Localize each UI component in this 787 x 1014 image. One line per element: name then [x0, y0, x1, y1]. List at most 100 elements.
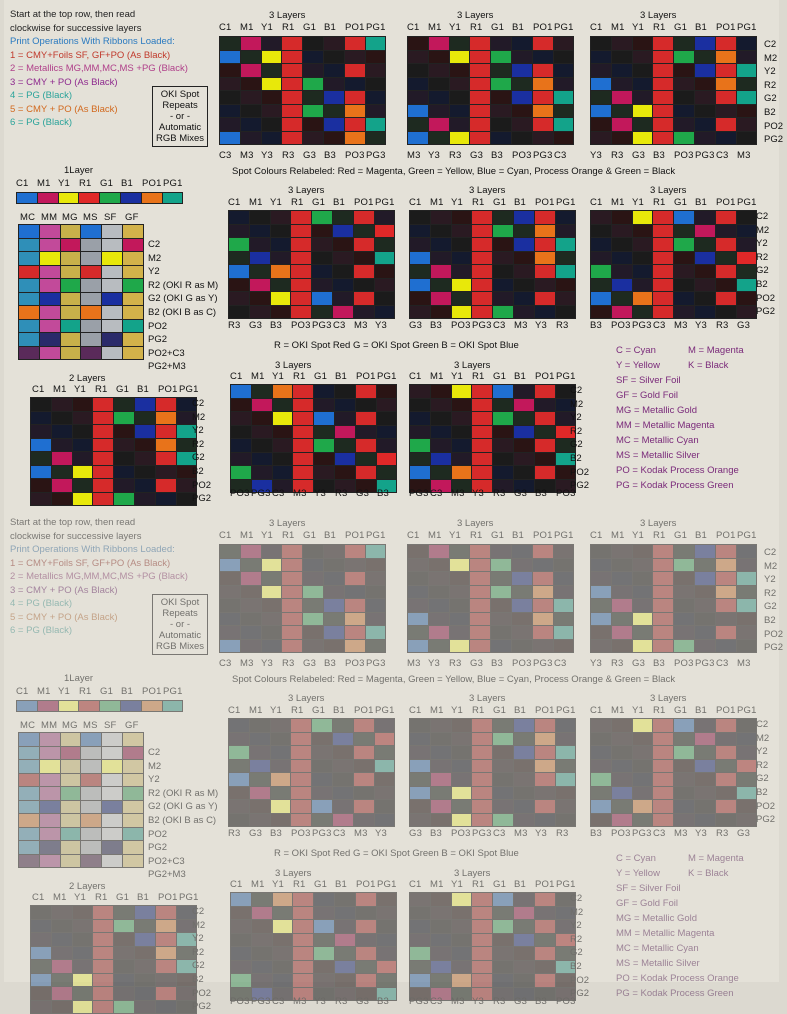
grid-cell: [555, 933, 576, 946]
layer-grid: [228, 210, 396, 319]
grid-cell: [611, 305, 632, 318]
grid-cell: [374, 800, 395, 813]
grid-cell: [674, 746, 694, 759]
grid-cell: [251, 439, 272, 452]
grid-cell: [155, 398, 176, 411]
grid-cell: [102, 279, 122, 292]
intro-text: Start at the top row, then read clockwise…: [10, 8, 188, 130]
grid-cell: [261, 77, 282, 90]
grid-cell: [653, 131, 674, 144]
grid-cell: [430, 800, 451, 813]
column-label: C3: [219, 150, 232, 161]
grid-cell: [374, 305, 395, 318]
grid-cell: [334, 398, 355, 411]
grid-cell: [470, 118, 491, 131]
column-label: M1: [240, 530, 254, 541]
grid-cell: [51, 479, 72, 492]
column-label: B3: [535, 488, 548, 499]
grid-cell: [493, 452, 513, 465]
grid-cell: [155, 933, 176, 946]
grid-cell: [323, 64, 344, 77]
grid-cell: [314, 425, 334, 438]
grid-cell: [353, 759, 374, 772]
grid-cell: [591, 746, 611, 759]
grid-cell: [591, 238, 611, 251]
grid-cell: [430, 759, 451, 772]
grid-cell: [736, 773, 757, 786]
grid-cell: [715, 131, 736, 144]
grid-cell: [291, 786, 312, 799]
grid-cell: [555, 800, 576, 813]
grid-cell: [155, 987, 176, 1000]
grid-cell: [428, 91, 449, 104]
grid-cell: [694, 265, 715, 278]
grid-cell: [674, 719, 694, 732]
row-label: R2: [192, 946, 205, 958]
grid-cell: [282, 131, 303, 144]
grid-cell: [591, 585, 611, 598]
row-label: PG2: [192, 1001, 212, 1013]
column-label: B1: [514, 197, 527, 208]
grid-cell: [451, 893, 472, 906]
grid-cell: [472, 412, 493, 425]
grid-cell: [736, 238, 757, 251]
grid-cell: [534, 452, 555, 465]
column-label: G1: [116, 384, 130, 395]
grid-cell: [72, 398, 93, 411]
grid-cell: [39, 854, 60, 867]
grid-cell: [270, 292, 291, 305]
grid-cell: [229, 292, 249, 305]
grid-cell: [261, 131, 282, 144]
grid-cell: [155, 1000, 176, 1013]
column-label: C3: [219, 658, 232, 669]
column-label: B1: [324, 530, 337, 541]
grid-cell: [249, 265, 270, 278]
row-label: PG2+M3: [148, 869, 186, 881]
grid-cell: [344, 545, 365, 558]
column-label: Y3: [535, 828, 548, 839]
grid-cell: [60, 773, 81, 786]
column-label: B1: [695, 22, 708, 33]
grid-title: 3 Layers: [454, 360, 491, 371]
grid-cell: [470, 558, 491, 571]
grid-cell: [270, 746, 291, 759]
grid-cell: [282, 104, 303, 117]
grid-cell: [31, 411, 51, 424]
grid-cell: [231, 439, 251, 452]
grid-cell: [694, 612, 715, 625]
row-label: R2: [764, 587, 777, 599]
grid-cell: [513, 479, 534, 492]
grid-cell: [410, 974, 430, 987]
grid-cell: [674, 639, 694, 652]
grid-cell: [323, 585, 344, 598]
grid-cell: [430, 439, 451, 452]
grid-cell: [410, 278, 430, 291]
column-label: R3: [335, 996, 348, 1007]
grid-cell: [270, 224, 291, 237]
grid-cell: [344, 599, 365, 612]
grid-cell: [376, 466, 397, 479]
column-label: B3: [590, 320, 603, 331]
grid-cell: [591, 131, 611, 144]
column-label: PO1: [158, 892, 178, 903]
grid-cell: [715, 104, 736, 117]
grid-cell: [249, 251, 270, 264]
grid-cell: [428, 599, 449, 612]
column-label: M1: [430, 879, 444, 890]
grid-cell: [122, 814, 143, 827]
grid-cell: [451, 759, 472, 772]
grid-cell: [60, 800, 81, 813]
grid-cell: [81, 265, 102, 278]
column-label: PG1: [377, 879, 397, 890]
column-label: Y1: [632, 197, 645, 208]
grid-cell: [653, 612, 674, 625]
operation-item: 1 = CMY+Foils SF, GF+PO (As Black): [10, 49, 171, 61]
column-label: R1: [472, 879, 485, 890]
grid-cell: [376, 412, 397, 425]
key-row: Y = Yellow K = Black: [616, 866, 744, 881]
grid-cell: [470, 612, 491, 625]
grid-cell: [332, 238, 353, 251]
grid-cell: [176, 919, 197, 932]
grid-cell: [365, 118, 386, 131]
layer-grid: [230, 892, 398, 1001]
